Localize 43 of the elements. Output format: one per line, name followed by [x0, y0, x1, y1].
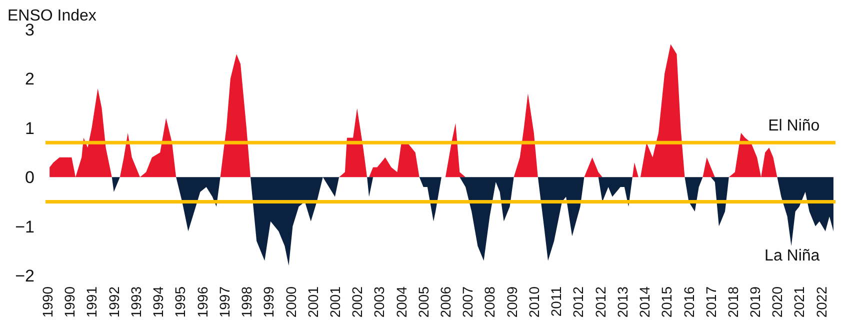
x-tick-label: 2020 [769, 286, 786, 318]
x-tick-label: 2018 [724, 286, 741, 318]
ref-line-label: El Niño [768, 118, 820, 135]
x-tick-label: 1990 [62, 286, 78, 318]
x-tick-label: 2013 [614, 286, 630, 318]
x-tick-label: 1996 [194, 286, 210, 318]
ref-line-label: La Niña [764, 248, 820, 265]
y-tick-label: −1 [15, 217, 35, 236]
x-tick-label: 2007 [460, 286, 476, 318]
y-tick-label: 1 [25, 118, 35, 138]
y-tick-label: 2 [25, 70, 35, 89]
x-tick-label: 2009 [504, 286, 520, 318]
x-tick-label: 2004 [393, 286, 410, 318]
x-tick-label: 1997 [216, 286, 232, 318]
x-tick-label: 2021 [791, 286, 808, 318]
x-tick-label: 2011 [548, 286, 564, 317]
x-tick-label: 1995 [172, 286, 188, 318]
x-tick-label: 2001 [326, 286, 343, 318]
x-tick-label: 2000 [282, 286, 299, 318]
x-tick-label: 2010 [526, 286, 542, 318]
x-tick-label: 1992 [106, 286, 122, 318]
x-tick-label: 2019 [746, 286, 763, 318]
x-tick-label: 2012 [570, 286, 586, 318]
x-tick-label: 2015 [658, 286, 675, 318]
x-tick-label: 2001 [304, 286, 321, 318]
x-tick-label: 2016 [680, 286, 697, 318]
x-tick-label: 1994 [150, 286, 166, 318]
x-tick-label: 1990 [40, 286, 56, 318]
x-tick-label: 2002 [349, 286, 366, 318]
x-tick-label: 2003 [371, 286, 388, 318]
y-tick-label: 0 [25, 168, 35, 188]
x-tick-label: 1999 [260, 286, 277, 318]
x-tick-label: 2008 [482, 286, 498, 318]
x-tick-label: 1993 [128, 286, 144, 318]
x-tick-label: 2005 [415, 286, 432, 318]
x-tick-label: 1991 [84, 286, 100, 318]
x-tick-label: 1998 [238, 286, 254, 318]
x-tick-label: 2012 [592, 286, 608, 318]
y-tick-label: −2 [15, 266, 35, 286]
x-tick-label: 2017 [702, 286, 719, 318]
x-tick-label: 2006 [437, 286, 454, 318]
x-tick-label: 2014 [636, 286, 653, 318]
x-tick-label: 2022 [814, 286, 830, 318]
